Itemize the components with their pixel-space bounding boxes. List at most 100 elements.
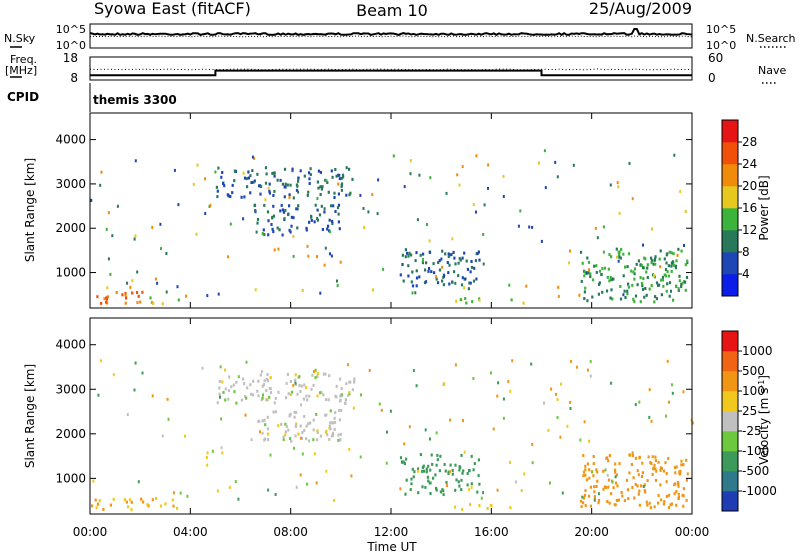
freq-trace	[90, 69, 692, 77]
radar-cell	[325, 429, 328, 433]
radar-cell	[677, 288, 680, 292]
radar-cell	[250, 438, 253, 442]
radar-cell	[308, 182, 311, 185]
radar-cell	[274, 396, 277, 400]
radar-cell	[335, 384, 338, 388]
radar-cell	[277, 390, 280, 394]
radar-cell	[637, 259, 640, 263]
radar-cell	[653, 300, 656, 304]
radar-cell	[652, 467, 655, 471]
radar-cell	[587, 271, 590, 275]
radar-cell	[633, 300, 636, 304]
radar-cell	[283, 217, 286, 221]
radar-cell	[672, 260, 675, 264]
radar-cell	[644, 287, 647, 290]
radar-cell	[97, 393, 100, 397]
radar-cell	[645, 293, 648, 297]
radar-cell	[266, 210, 270, 214]
radar-cell	[683, 244, 685, 247]
radar-cell	[658, 283, 661, 287]
radar-cell	[619, 285, 622, 288]
radar-cell	[680, 282, 683, 286]
radar-cell	[271, 215, 274, 219]
radar-cell	[408, 425, 411, 429]
radar-cell	[184, 434, 186, 438]
radar-cell	[522, 301, 525, 305]
radar-cell	[296, 392, 299, 396]
radar-cell	[291, 167, 294, 171]
radar-cell	[672, 252, 675, 256]
colorbar-segment	[722, 471, 738, 492]
velocity-colorbar-title: Velocity [m s-1]	[757, 375, 772, 465]
radar-cell	[459, 298, 462, 302]
colorbar-frame	[721, 330, 739, 512]
radar-cell	[435, 463, 438, 467]
radar-cell	[316, 438, 319, 442]
radar-cell	[266, 373, 269, 376]
range-tick-label: 1000	[55, 471, 86, 485]
radar-cell	[581, 261, 584, 265]
radar-cell	[415, 251, 418, 255]
radar-cell	[531, 461, 534, 465]
radar-cell	[306, 244, 309, 248]
radar-cell	[209, 203, 212, 207]
radar-cell	[421, 485, 424, 489]
radar-cell	[519, 209, 522, 213]
radar-cell	[448, 470, 451, 474]
radar-cell	[447, 472, 450, 476]
radar-cell	[438, 469, 441, 473]
radar-cell	[109, 272, 112, 276]
radar-cell	[631, 197, 634, 201]
radar-cell	[685, 498, 688, 502]
radar-cell	[607, 267, 610, 271]
radar-cell	[347, 393, 350, 397]
radar-cell	[603, 485, 606, 489]
radar-cell	[623, 499, 626, 503]
radar-cell	[217, 292, 220, 296]
radar-cell	[686, 472, 689, 476]
radar-cell	[424, 268, 427, 272]
radar-cell	[667, 264, 670, 268]
radar-cell	[615, 473, 618, 477]
radar-cell	[580, 279, 583, 283]
radar-cell	[461, 507, 464, 511]
radar-cell	[262, 228, 265, 232]
radar-cell	[423, 469, 426, 473]
radar-cell	[525, 284, 528, 288]
power-colorbar-title: Power [dB]	[757, 175, 771, 240]
radar-cell	[622, 252, 625, 256]
colorbar-label: 100	[742, 384, 765, 398]
radar-cell	[610, 492, 613, 496]
radar-cell	[294, 411, 298, 414]
radar-cell	[255, 230, 258, 234]
radar-cell	[623, 289, 626, 293]
radar-cell	[454, 363, 457, 367]
radar-cell	[633, 272, 636, 276]
radar-cell	[221, 171, 224, 174]
radar-cell	[530, 362, 533, 366]
radar-cell	[662, 284, 665, 288]
radar-cell	[454, 262, 457, 266]
radar-cell	[430, 453, 433, 457]
radar-cell	[295, 485, 298, 489]
radar-cell	[252, 180, 255, 184]
radar-cell	[91, 504, 94, 508]
radar-cell	[670, 270, 673, 273]
radar-cell	[204, 212, 207, 215]
radar-cell	[308, 171, 311, 175]
colorbar-segment	[722, 431, 738, 452]
radar-cell	[285, 381, 288, 385]
radar-cell	[428, 239, 431, 243]
radar-cell	[589, 359, 592, 363]
radar-cell	[159, 504, 162, 508]
radar-cell	[333, 427, 336, 431]
radar-cell	[404, 492, 407, 496]
radar-cell	[326, 433, 329, 437]
radar-cell	[410, 280, 413, 284]
radar-cell	[99, 183, 102, 187]
radar-cell	[568, 261, 571, 265]
velocity-range-ticks: 1000 2000 3000 4000	[55, 338, 692, 485]
radar-cell	[594, 226, 597, 230]
radar-cell	[126, 413, 129, 416]
radar-cell	[192, 182, 195, 186]
